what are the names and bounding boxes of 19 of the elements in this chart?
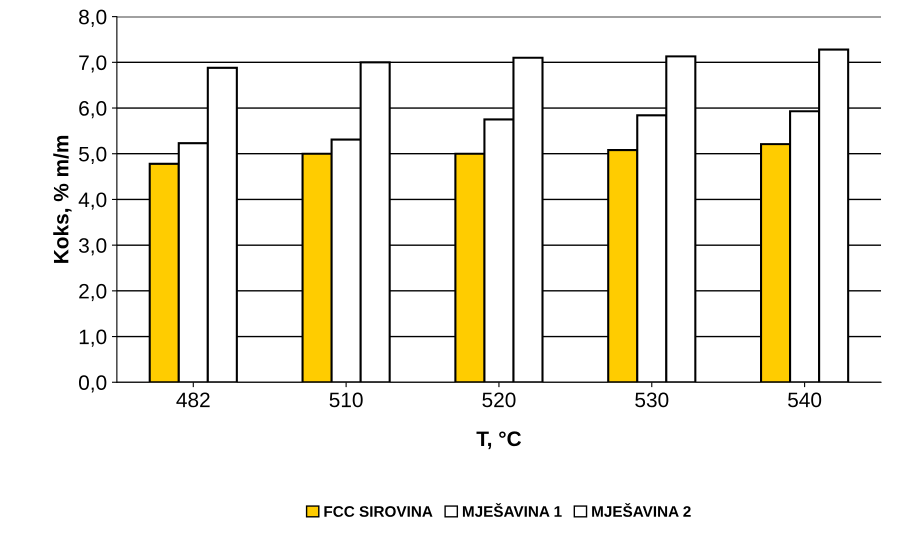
y-tick-label: 1,0 bbox=[80, 330, 106, 347]
y-tick-label: 2,0 bbox=[79, 284, 106, 302]
y-tick-label: 3,0 bbox=[78, 238, 106, 256]
x-tick-label: 482 bbox=[176, 392, 210, 408]
y-tick-label: 4,0 bbox=[78, 192, 106, 210]
y-tick-label: 5,0 bbox=[79, 146, 106, 164]
x-tick-label: 540 bbox=[788, 392, 822, 408]
x-tick-label: 510 bbox=[330, 392, 363, 408]
legend-label: MJEŠAVINA 2 bbox=[592, 503, 691, 517]
y-axis-title: Koks, % m/m bbox=[53, 136, 72, 263]
y-tick-label: 8,0 bbox=[79, 10, 106, 27]
y-tick-label: 6,0 bbox=[79, 101, 106, 118]
legend-label: FCC SIROVINA bbox=[324, 506, 432, 517]
legend-label: MJEŠAVINA 1 bbox=[462, 503, 562, 517]
y-tick-label: 7,0 bbox=[79, 55, 106, 73]
y-tick-label: 0,0 bbox=[79, 375, 106, 392]
x-axis-title: T, °C bbox=[476, 431, 522, 450]
x-tick-label: 520 bbox=[482, 392, 516, 408]
x-tick-label: 530 bbox=[635, 392, 668, 408]
